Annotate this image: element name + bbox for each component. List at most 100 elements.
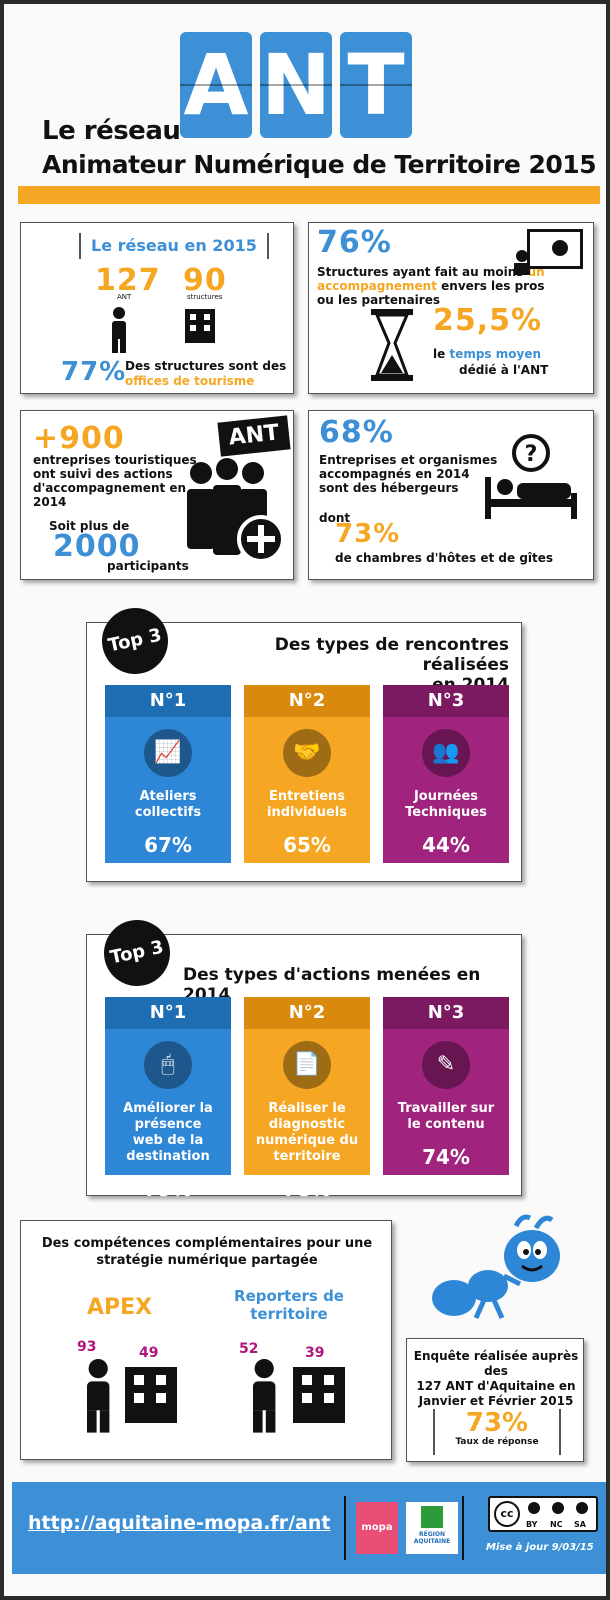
entreprises-text: entreprises touristiques ont suivi des a… xyxy=(33,453,197,509)
cc-by-icon xyxy=(528,1502,540,1514)
entreprises-text-3: d'accompagnement en xyxy=(33,481,187,495)
enquete-card: Enquête réalisée auprès des 127 ANT d'Aq… xyxy=(406,1338,584,1462)
ant-letter-t: T xyxy=(340,32,412,138)
person-icon xyxy=(109,307,129,353)
rencontres-label-1: Ateliers collectifs xyxy=(105,789,231,821)
rencontres-label-1-line-2: collectifs xyxy=(134,805,202,820)
apex-building-icon xyxy=(125,1367,177,1423)
cc-by-label: BY xyxy=(526,1520,538,1529)
apex-label: APEX xyxy=(87,1295,153,1320)
actions-pct-2: 78% xyxy=(283,1177,331,1201)
rencontres-label-3: Journées Techniques xyxy=(383,789,509,821)
rencontres-label-2: Entretiens individuels xyxy=(244,789,370,821)
mopa-logo-text: mopa xyxy=(361,1522,393,1533)
reporters-structures-count: 39 xyxy=(305,1345,325,1361)
rencontres-label-3-line-2: Techniques xyxy=(405,805,487,820)
rencontres-pct-3: 44% xyxy=(422,833,470,857)
hebergeurs-text-3: sont des hébergeurs xyxy=(319,481,459,495)
cc-nc-icon xyxy=(552,1502,564,1514)
footer-url-link[interactable]: http://aquitaine-mopa.fr/ant xyxy=(28,1512,331,1534)
reseau-title-text: Le réseau en 2015 xyxy=(91,236,257,255)
presenter-icon xyxy=(514,229,583,275)
hourglass-icon xyxy=(369,309,415,381)
taux-pct: 73% xyxy=(465,1408,529,1438)
rencontres-title-1: Des types de rencontres réalisées xyxy=(274,635,509,675)
rencontres-column-1: N°1 📈 Ateliers collectifs 67% xyxy=(105,685,231,863)
rencontres-column-3: N°3 👥 Journées Techniques 44% xyxy=(383,685,509,863)
hebergeurs-pct2: 73% xyxy=(335,519,401,549)
accompagnement-text-1: Structures ayant fait au moins xyxy=(317,265,524,279)
rencontres-rank-1: N°1 xyxy=(105,685,231,717)
hebergeurs-text-2: accompagnés en 2014 xyxy=(319,467,470,481)
offices-text-2: offices de tourisme xyxy=(125,374,255,388)
rencontres-rank-2: N°2 xyxy=(244,685,370,717)
structures-count-label: structures xyxy=(187,293,223,301)
apex-people-count: 93 xyxy=(77,1339,97,1355)
temps-text-1: le xyxy=(433,347,446,361)
accompagnement-text-4: partenaires xyxy=(361,293,440,307)
entreprises-count: +900 xyxy=(33,421,125,456)
accompagnement-card: 76% Structures ayant fait au moins un ac… xyxy=(308,222,594,394)
partner-logos: mopa RÉGION AQUITAINE xyxy=(344,1496,464,1560)
rencontres-pct-2: 65% xyxy=(283,833,331,857)
cc-sa-label: SA xyxy=(574,1520,586,1529)
reporters-label-2: territoire xyxy=(250,1305,328,1323)
actions-rank-3: N°3 xyxy=(383,997,509,1029)
reseau-card: Le réseau en 2015 127 ANT 90 structures … xyxy=(20,222,294,394)
actions-rank-1: N°1 xyxy=(105,997,231,1029)
actions-label-2-line-1: Réaliser le diagnostic xyxy=(268,1101,346,1132)
enquete-text-1: Enquête réalisée auprès des xyxy=(413,1349,579,1378)
hebergeurs-text-1: Entreprises et organismes xyxy=(319,453,498,467)
rencontres-label-2-line-2: individuels xyxy=(267,805,347,820)
region-text-2: AQUITAINE xyxy=(413,1538,451,1545)
reporters-person-icon xyxy=(237,1359,291,1433)
enquete-text: Enquête réalisée auprès des 127 ANT d'Aq… xyxy=(407,1349,585,1409)
hebergeurs-card: 68% Entreprises et organismes accompagné… xyxy=(308,410,594,580)
taux-box: 73% Taux de réponse xyxy=(433,1409,561,1455)
actions-label-1: Améliorer la présence web de la destinati… xyxy=(105,1101,231,1165)
hebergeurs-text: Entreprises et organismes accompagnés en… xyxy=(319,453,497,495)
competences-title-2: stratégie numérique partagée xyxy=(96,1253,318,1268)
region-text-1: RÉGION xyxy=(419,1531,445,1538)
actions-column-2: N°2 📄 Réaliser le diagnostic numérique du t… xyxy=(244,997,370,1201)
mopa-logo: mopa xyxy=(356,1502,398,1554)
reporters-people-count: 52 xyxy=(239,1341,259,1357)
participants-label: participants xyxy=(107,559,189,573)
region-aquitaine-logo: RÉGION AQUITAINE xyxy=(406,1502,458,1554)
rencontres-label-3-line-1: Journées xyxy=(413,789,479,804)
entreprises-text-2: ont suivi des actions xyxy=(33,467,173,481)
document-icon: 📄 xyxy=(283,1041,331,1089)
dont-text: dont xyxy=(319,511,351,525)
accompagnement-text: Structures ayant fait au moins un accomp… xyxy=(317,265,545,307)
actions-label-3: Travailler sur le contenu xyxy=(383,1101,509,1133)
taux-label: Taux de réponse xyxy=(455,1437,539,1447)
rencontres-rank-3: N°3 xyxy=(383,685,509,717)
reseau-title: Le réseau en 2015 xyxy=(79,233,269,259)
rencontres-card: Des types de rencontres réalisées en 201… xyxy=(86,622,522,882)
group-icon: 👥 xyxy=(422,729,470,777)
enquete-text-3: Janvier et Février 2015 xyxy=(418,1394,574,1408)
enquete-text-2: 127 ANT d'Aquitaine en xyxy=(416,1379,576,1393)
hebergeurs-pct2-text: de chambres d'hôtes et de gîtes xyxy=(335,551,554,565)
title-line-1: Le réseau xyxy=(42,116,181,146)
temps-text-2: temps moyen xyxy=(449,347,541,361)
updated-date: Mise à jour 9/03/15 xyxy=(486,1542,594,1553)
handshake-icon: 🤝 xyxy=(283,729,331,777)
offices-text-1: Des structures sont des xyxy=(125,359,287,373)
accompagnement-text-2: accompagnement xyxy=(317,279,437,293)
footer-bar: http://aquitaine-mopa.fr/ant mopa RÉGION… xyxy=(12,1482,606,1574)
actions-label-1-line-2: web de la destination xyxy=(126,1133,210,1164)
cc-sa-icon xyxy=(576,1502,588,1514)
actions-label-2: Réaliser le diagnostic numérique du terri… xyxy=(244,1101,370,1165)
rencontres-label-2-line-1: Entretiens xyxy=(268,789,346,804)
cc-license-badge: cc BY NC SA xyxy=(488,1496,598,1532)
actions-columns: N°1 🖱 Améliorer la présence web de la desti… xyxy=(105,997,509,1201)
entreprises-card: +900 entreprises touristiques ont suivi … xyxy=(20,410,294,580)
ant-letter-n: N xyxy=(260,32,332,138)
participants-count: 2000 xyxy=(53,529,141,564)
apex-structures-count: 49 xyxy=(139,1345,159,1361)
structures-count: 90 xyxy=(183,263,227,298)
accompagnement-text-3: envers les pros ou les xyxy=(317,279,545,307)
temps-pct: 25,5% xyxy=(433,303,543,338)
